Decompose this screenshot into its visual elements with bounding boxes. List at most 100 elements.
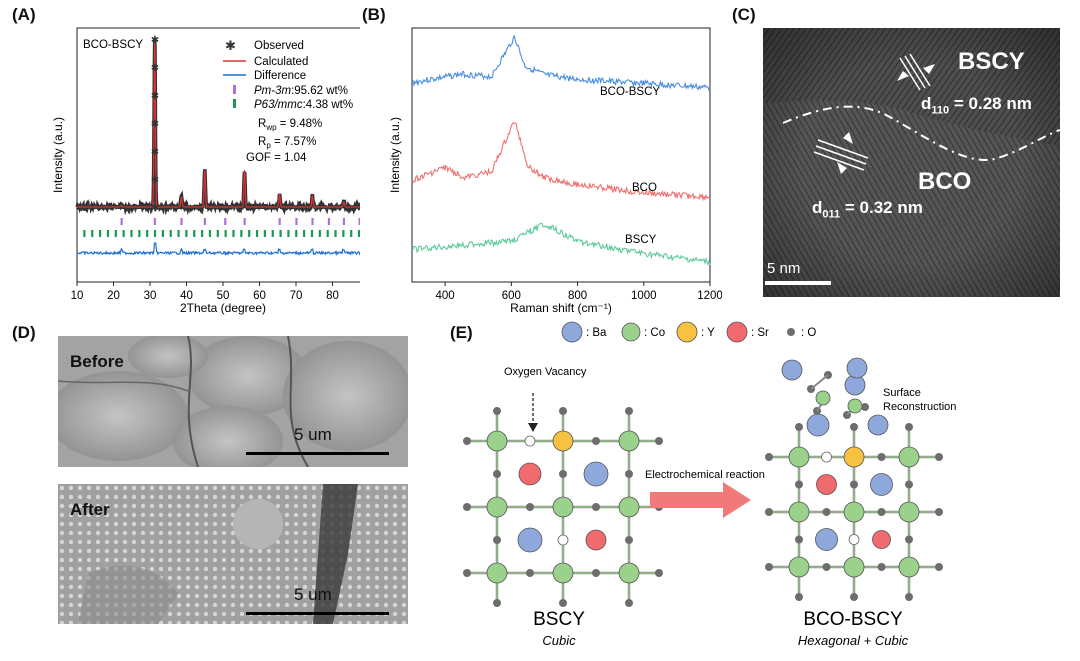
sr-atom (816, 474, 837, 495)
phase2-tick (91, 230, 94, 237)
phase1-tick (243, 218, 246, 225)
o-atom (463, 437, 471, 445)
legend-observed: Observed (254, 40, 304, 52)
o-atom (905, 593, 913, 601)
phase1-tick (180, 218, 183, 225)
o-atom (625, 599, 633, 607)
oxygen-vacancy (524, 435, 536, 447)
phase2-tick (303, 230, 306, 237)
co-atom (788, 501, 810, 523)
stat-rwp-main: R (258, 118, 266, 130)
o-atom (822, 563, 831, 571)
phase2-tick (177, 230, 180, 237)
phase2-tick (295, 230, 298, 237)
phase1-tick (311, 218, 314, 225)
o-atom (655, 437, 663, 445)
svg-text:✱: ✱ (225, 38, 236, 53)
xrd-x-label: 2Theta (degree) (180, 301, 266, 315)
o-atom (905, 535, 913, 544)
label-d110: d110 = 0.28 nm (921, 94, 1032, 116)
bscy-title: BSCY (533, 609, 585, 630)
o-atom (592, 503, 600, 511)
raman-x-label: Raman shift (cm⁻¹) (510, 301, 612, 315)
co-atom (898, 556, 920, 578)
xrd-x-tick-label: 50 (217, 290, 230, 302)
o-atom (795, 535, 803, 544)
panel-a-chart: BCO-BSCY ✱ Observed Calculated Differenc… (51, 27, 360, 315)
stat-rwp-val: = 9.48% (277, 118, 323, 130)
oxygen-vacancy (557, 534, 569, 546)
o-atom (463, 503, 471, 511)
ba-atom (781, 359, 803, 381)
label-d011: d011 = 0.32 nm (812, 198, 923, 220)
panel-b-chart: BCO-BSCY BCO BSCY 400 600 800 1000 1200 Rama… (388, 27, 722, 315)
phase2-tick (153, 230, 157, 237)
phase2-tick (287, 230, 290, 237)
legend-ba: : Ba (586, 327, 607, 339)
o-atom (493, 536, 501, 544)
o-atom (655, 569, 663, 577)
observed-marker: ✱ (151, 147, 159, 158)
phase2-tick (138, 230, 141, 237)
phase2-tick (232, 230, 235, 237)
phase2-tick (310, 230, 314, 237)
phase1-tick (358, 218, 360, 225)
xrd-x-tick-label: 30 (144, 290, 157, 302)
raman-x-tick-label: 1200 (697, 290, 722, 302)
legend-phase1-group: Pm-3m (254, 85, 291, 97)
stat-rwp-sub: wp (265, 123, 277, 132)
phase2-tick (263, 230, 266, 237)
phase2-tick (106, 230, 110, 237)
panel-a-frame (76, 27, 360, 283)
legend-calculated: Calculated (254, 56, 308, 68)
panel-d-label: (D) (12, 323, 36, 342)
panel-b-label: (B) (362, 5, 386, 24)
o-atom (877, 563, 886, 571)
atom-legend: : Ba : Co : Y : Sr : O (561, 321, 816, 343)
o-atom (850, 593, 858, 601)
legend-phase2-group: P63/mmc (254, 99, 303, 111)
raman-x-tick-label: 1000 (631, 290, 657, 302)
legend-o: : O (801, 327, 816, 339)
co-atom (552, 562, 574, 584)
sem-after-image: After 5 um (58, 484, 408, 624)
o-atom (850, 423, 858, 431)
sem-before-texture (58, 336, 408, 467)
o-atom (877, 453, 886, 461)
phase2-tick (350, 230, 353, 237)
phase1-tick-icon (233, 85, 236, 94)
stat-rp-sub: p (266, 141, 271, 150)
legend-y: : Y (701, 327, 715, 339)
phase2-tick (98, 230, 102, 237)
d110-main: d (921, 94, 932, 113)
xrd-x-tick-label: 20 (107, 290, 120, 302)
observed-marker: ✱ (151, 203, 159, 214)
phase1-tick (203, 218, 206, 225)
d110-sub: 110 (931, 104, 950, 117)
ba-atom (867, 414, 889, 436)
oxygen-vacancy-label: Oxygen Vacancy (504, 366, 587, 378)
raman-y-label: Intensity (a.u.) (388, 117, 402, 193)
sem-before-label: Before (70, 352, 124, 371)
o-atom (625, 470, 633, 478)
d011-main: d (812, 198, 823, 217)
d011-val: = 0.32 nm (840, 198, 923, 217)
d110-fringe-marker (897, 53, 935, 91)
phase2-tick (169, 230, 172, 237)
stat-rp: Rp = 7.57% (258, 136, 316, 150)
legend-phase2: P63/mmc:4.38 wt% (254, 99, 353, 111)
raman-label-bco-bscy: BCO-BSCY (600, 86, 660, 98)
o-atom (935, 563, 943, 571)
phase2-tick (114, 230, 117, 237)
phase2-tick (279, 230, 282, 237)
legend-sr: : Sr (751, 327, 769, 339)
legend-phase1: Pm-3m:95.62 wt% (254, 85, 348, 97)
xrd-x-tick-label: 70 (290, 290, 303, 302)
oxygen-vacancy (821, 451, 832, 463)
xrd-y-label: Intensity (a.u.) (51, 117, 65, 193)
sr-atom (518, 462, 542, 486)
o-atom (463, 569, 471, 577)
phase2-tick (240, 230, 243, 237)
o-atom (935, 508, 943, 516)
co-atom (788, 446, 810, 468)
